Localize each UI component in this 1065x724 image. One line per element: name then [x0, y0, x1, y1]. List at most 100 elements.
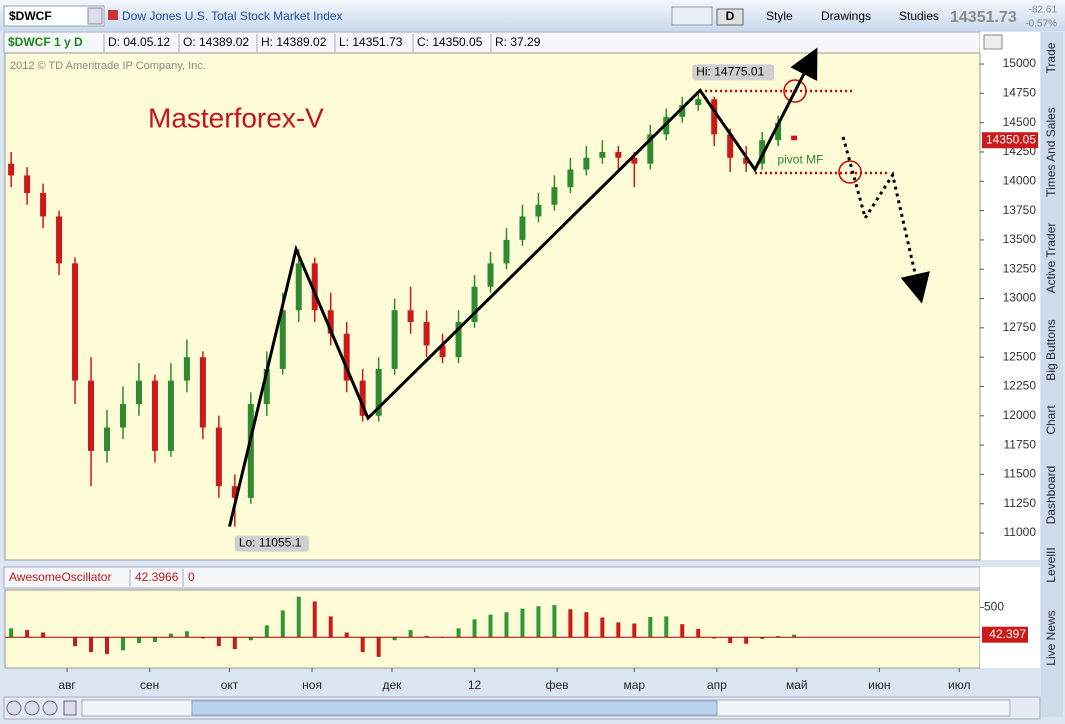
symbol-dropdown[interactable] [87, 7, 103, 25]
candle-body [519, 216, 526, 240]
y-tick-label: 500 [984, 600, 1004, 614]
candle-body [359, 380, 366, 416]
osc-bar [408, 630, 413, 638]
candle-body [56, 216, 63, 264]
y-tick-label: 12500 [1003, 349, 1037, 363]
candle-body [311, 263, 318, 311]
sidebar-tab[interactable]: Live News [1044, 610, 1058, 665]
tool-icons[interactable] [671, 6, 713, 26]
sidebar-tab[interactable]: Chart [1044, 405, 1058, 435]
candle-body [135, 380, 142, 405]
osc-bar [25, 630, 30, 638]
osc-last-box [982, 626, 1028, 643]
candle-body [183, 357, 190, 381]
osc-bar [360, 637, 365, 653]
candle-body [423, 321, 430, 346]
hand-tool[interactable] [63, 700, 77, 716]
osc-bar [536, 606, 541, 638]
osc-bar [664, 616, 669, 638]
x-tick-label: июн [868, 678, 890, 692]
osc-bar [632, 623, 637, 638]
axis-button[interactable] [983, 34, 1003, 50]
osc-bar [184, 631, 189, 638]
x-tick-label: ноя [302, 678, 322, 692]
change-pct: -0.57% [1025, 19, 1057, 30]
candle-body [583, 157, 590, 170]
candle-body [215, 427, 222, 487]
sidebar-tab[interactable]: Dashboard [1044, 466, 1058, 525]
annotation-bg [234, 535, 309, 552]
candle-body [711, 99, 718, 135]
candle-body [391, 310, 398, 369]
candle-body [8, 163, 15, 176]
zoom-button[interactable] [6, 700, 22, 716]
candle-body [439, 345, 446, 358]
chart-title: Masterforex-V [148, 102, 324, 133]
annotation: pivot MF [777, 152, 823, 166]
osc-bar [552, 605, 557, 638]
osc-bar [312, 601, 317, 638]
price-plot [4, 52, 981, 561]
y-tick-label: 14500 [1003, 115, 1037, 129]
symbol: $DWCF [9, 9, 52, 23]
candle-body [551, 187, 558, 205]
zoom-in[interactable] [24, 700, 40, 716]
button-label[interactable]: Drawings [821, 9, 871, 23]
description: Dow Jones U.S. Total Stock Market Index [122, 9, 343, 23]
symbol-box[interactable] [3, 5, 105, 27]
candle-body [471, 286, 478, 322]
toolbar-bg [0, 0, 1065, 31]
osc-bar [232, 637, 237, 650]
y-tick-label: 12750 [1003, 320, 1037, 334]
x-tick-label: сен [140, 678, 159, 692]
candle-body [72, 263, 79, 381]
candle-body [375, 368, 382, 416]
candle-body [151, 380, 158, 451]
osc-last-label: 42.397 [989, 627, 1026, 641]
last-price-box [982, 132, 1038, 149]
button-label[interactable]: Style [766, 9, 793, 23]
y-tick-label: 11250 [1004, 496, 1037, 510]
info-item: L: 14351.73 [339, 35, 403, 49]
sidebar-tab[interactable]: Times And Sales [1044, 107, 1058, 197]
y-tick-label: 13500 [1003, 232, 1037, 246]
sidebar-tab[interactable]: Big Buttons [1044, 319, 1058, 380]
change: -82.61 [1029, 5, 1058, 16]
candle-body [535, 204, 542, 217]
candle-body [247, 404, 254, 498]
osc-bar [584, 612, 589, 638]
candle-body [327, 310, 334, 334]
osc-bar [136, 637, 141, 644]
scroll-thumb[interactable] [191, 700, 718, 716]
y-tick-label: 13250 [1003, 261, 1037, 275]
osc-bar [456, 628, 461, 638]
candle-body [743, 157, 750, 164]
zigzag-line [228, 47, 818, 527]
osc-bar [152, 637, 157, 642]
x-tick-label: июл [948, 678, 970, 692]
sidebar-tab[interactable]: LevelII [1044, 547, 1058, 582]
x-tick-label: апр [707, 678, 727, 692]
x-tick-label: дек [382, 678, 402, 692]
sidebar-tab[interactable]: Trade [1044, 42, 1058, 73]
candle-body [791, 135, 798, 141]
osc-bar [760, 637, 765, 640]
y-tick-label: 14000 [1003, 173, 1037, 187]
osc-bar [728, 637, 733, 644]
zoom-out[interactable] [42, 700, 58, 716]
button-label[interactable]: Studies [899, 9, 939, 23]
candle-body [615, 151, 622, 158]
candle-body [487, 263, 494, 287]
candle-body [759, 140, 766, 164]
x-tick-label: фев [546, 678, 569, 692]
info-item: D: 04.05.12 [108, 35, 170, 49]
x-tick-label: мар [624, 678, 646, 692]
candle-body [24, 175, 31, 193]
sidebar-tab[interactable]: Active Trader [1044, 223, 1058, 294]
annotation: Lo: 11055.1 [239, 536, 302, 550]
osc-bar [296, 596, 301, 638]
button-d[interactable] [716, 8, 744, 26]
candle-body [343, 333, 350, 381]
